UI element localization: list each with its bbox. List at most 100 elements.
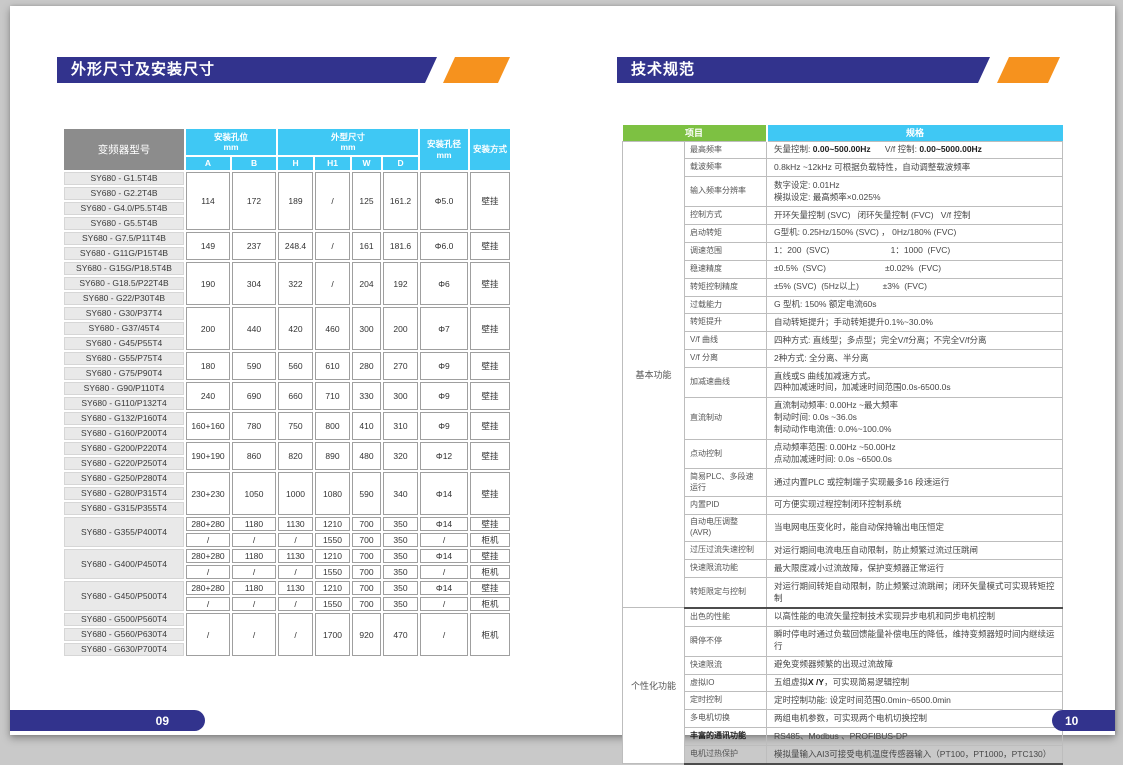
spec-header-item: 项目 bbox=[622, 125, 768, 141]
dimension-cell: 壁挂 bbox=[470, 172, 511, 230]
dimension-cell: / bbox=[420, 533, 469, 547]
dimension-row: SY680 - G132/P160T4 160+160 780 750 800 410 31… bbox=[64, 412, 511, 440]
dimension-cell: / bbox=[186, 613, 230, 656]
spec-table: 项目 规格 基本功能 最高频率 矢量控制: 0.00~500.00Hz V/f 控制… bbox=[622, 125, 1064, 765]
spec-item-cell: 启动转矩 bbox=[683, 223, 768, 243]
dimension-row: SY680 - G18.5/P22T4B bbox=[64, 277, 510, 290]
spec-value-cell: 1：200 (SVC) 1：1000 (FVC) bbox=[766, 241, 1064, 261]
spec-row: 过压过流失速控制 对运行期间电流电压自动限制，防止频繁过流过压跳闸 bbox=[623, 541, 1064, 561]
right-page-title: 技术规范 bbox=[631, 61, 696, 78]
dimension-cell: 920 bbox=[352, 613, 382, 656]
model-cell: SY680 - G90/P110T4 bbox=[64, 382, 184, 395]
model-cell: SY680 - G75/P90T4 bbox=[64, 367, 184, 380]
spec-item-cell: V/f 曲线 bbox=[683, 331, 768, 351]
spec-row: 简易PLC、多段速运行 通过内置PLC 或控制端子实现最多16 段速运行 bbox=[623, 468, 1064, 497]
model-cell: SY680 - G400/P450T4 bbox=[64, 549, 184, 579]
spec-row: 启动转矩 G型机: 0.25Hz/150% (SVC) ， 0Hz/180% (F… bbox=[623, 223, 1064, 243]
model-cell: SY680 - G110/P132T4 bbox=[64, 397, 184, 410]
model-cell: SY680 - G220/P250T4 bbox=[64, 457, 184, 470]
dimension-cell: 350 bbox=[383, 549, 419, 563]
dimension-cell: 237 bbox=[232, 232, 277, 260]
model-cell: SY680 - G4.0/P5.5T4B bbox=[64, 202, 184, 215]
spec-item-cell: 简易PLC、多段速运行 bbox=[683, 468, 768, 497]
dimension-cell: Φ9 bbox=[420, 382, 469, 410]
dimension-cell: 350 bbox=[383, 565, 419, 579]
dimension-cell: 750 bbox=[278, 412, 314, 440]
spec-item-cell: 输入频率分辨率 bbox=[683, 176, 768, 208]
dimension-row: SY680 - G90/P110T4 240 690 660 710 330 300 Φ9 壁挂 bbox=[64, 382, 511, 410]
spec-row: 基本功能 最高频率 矢量控制: 0.00~500.00Hz V/f 控制: 0.00… bbox=[622, 140, 1064, 609]
spec-value-cell: G 型机: 150% 额定电流60s bbox=[766, 295, 1064, 315]
dimension-cell: Φ14 bbox=[420, 517, 469, 531]
dimension-cell: 660 bbox=[278, 382, 314, 410]
dimension-cell: 560 bbox=[278, 352, 314, 380]
dimension-cell: Φ9 bbox=[420, 412, 469, 440]
dimension-cell: / bbox=[186, 597, 230, 611]
spec-item-cell: 快速限流 bbox=[683, 655, 768, 675]
dimension-cell: 1180 bbox=[232, 549, 277, 563]
dimension-cell: / bbox=[232, 565, 277, 579]
spec-row: 输入频率分辨率 数字设定: 0.01Hz 模拟设定: 最高频率×0.025% bbox=[623, 176, 1064, 208]
dimension-cell: 壁挂 bbox=[470, 262, 511, 305]
page-number-left: 09 bbox=[10, 710, 205, 731]
model-cell: SY680 - G630/P700T4 bbox=[64, 643, 184, 656]
dimension-cell: / bbox=[315, 172, 351, 230]
dimension-cell: 350 bbox=[383, 597, 419, 611]
dimension-cell: 1130 bbox=[278, 581, 314, 595]
spec-item-cell: 过载能力 bbox=[683, 295, 768, 315]
spec-item-cell: 转矩限定与控制 bbox=[683, 577, 768, 609]
col-header-B: B bbox=[232, 157, 277, 170]
model-cell: SY680 - G315/P355T4 bbox=[64, 502, 184, 515]
dimension-cell: 壁挂 bbox=[470, 517, 511, 531]
dimension-cell: / bbox=[232, 613, 277, 656]
spec-item-cell: V/f 分离 bbox=[683, 349, 768, 369]
spec-item-cell: 定时控制 bbox=[683, 691, 768, 711]
spec-item-cell: 调速范围 bbox=[683, 241, 768, 261]
model-cell: SY680 - G7.5/P11T4B bbox=[64, 232, 184, 245]
dimension-cell: 248.4 bbox=[278, 232, 314, 260]
dimension-cell: 700 bbox=[352, 533, 382, 547]
dimension-cell: 350 bbox=[383, 517, 419, 531]
dimension-cell: 壁挂 bbox=[470, 307, 511, 350]
spec-row: 瞬停不停 瞬时停电时通过负载回馈能量补偿电压的降低，维持变频器短时间内继续运行 bbox=[623, 625, 1064, 657]
dimension-row: SY680 - G37/45T4 bbox=[64, 322, 510, 335]
dimension-row: SY680 - G15G/P18.5T4B 190 304 322/204 192 Φ6 壁… bbox=[64, 262, 511, 305]
dimension-cell: 1130 bbox=[278, 517, 314, 531]
dimension-cell: / bbox=[315, 232, 351, 260]
dimension-row: / //1550 700 350/柜机 bbox=[64, 597, 511, 611]
dimension-cell: 壁挂 bbox=[470, 442, 511, 470]
dimension-row: SY680 - G560/P630T4 bbox=[64, 628, 510, 641]
dimension-cell: 330 bbox=[352, 382, 382, 410]
spec-group-cell: 个性化功能 bbox=[622, 607, 685, 765]
dimension-cell: Φ14 bbox=[420, 581, 469, 595]
dimension-row: / //1550 700 350/柜机 bbox=[64, 565, 511, 579]
dimension-cell: / bbox=[420, 613, 469, 656]
spec-item-cell: 瞬停不停 bbox=[683, 625, 768, 657]
spec-group-cell: 基本功能 bbox=[622, 140, 685, 609]
dimension-cell: 700 bbox=[352, 549, 382, 563]
spec-value-cell: 对运行期间电流电压自动限制，防止频繁过流过压跳闸 bbox=[766, 541, 1064, 561]
dimension-cell: 1210 bbox=[315, 581, 351, 595]
spec-item-cell: 快速限流功能 bbox=[683, 559, 768, 579]
dimension-cell: 700 bbox=[352, 581, 382, 595]
dimension-cell: / bbox=[278, 533, 314, 547]
dimension-cell: 890 bbox=[315, 442, 351, 470]
dimension-cell: 350 bbox=[383, 533, 419, 547]
col-header-D: D bbox=[383, 157, 419, 170]
dimensions-table-body: SY680 - G1.5T4B 114 172 189/125 161.2 Φ5.0 壁挂 S… bbox=[64, 172, 511, 656]
col-header-mount-holes: 安装孔位 mm bbox=[186, 129, 277, 155]
col-header-A: A bbox=[186, 157, 230, 170]
dimension-cell: 壁挂 bbox=[470, 352, 511, 380]
spec-item-cell: 电机过热保护 bbox=[683, 745, 768, 765]
dimension-cell: 1180 bbox=[232, 581, 277, 595]
dimension-cell: 1130 bbox=[278, 549, 314, 563]
model-cell: SY680 - G355/P400T4 bbox=[64, 517, 184, 547]
spec-item-cell: 控制方式 bbox=[683, 206, 768, 225]
dimension-cell: 310 bbox=[383, 412, 419, 440]
model-cell: SY680 - G2.2T4B bbox=[64, 187, 184, 200]
model-cell: SY680 - G22/P30T4B bbox=[64, 292, 184, 305]
dimension-cell: 1550 bbox=[315, 597, 351, 611]
dimension-row: SY680 - G1.5T4B 114 172 189/125 161.2 Φ5.0 壁挂 bbox=[64, 172, 511, 230]
dimension-cell: 300 bbox=[352, 307, 382, 350]
dimension-cell: 204 bbox=[352, 262, 382, 305]
